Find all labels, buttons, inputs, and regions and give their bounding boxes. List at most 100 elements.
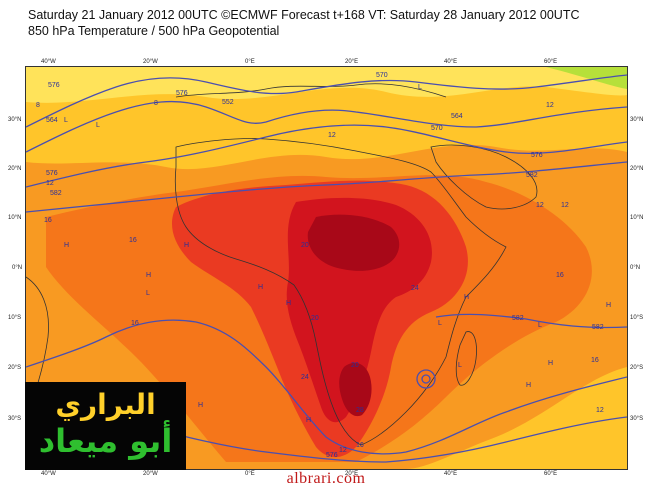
- temp-label: 16: [129, 237, 137, 244]
- pressure-mark: H: [606, 302, 611, 309]
- lon-bottom-label: 0°E: [245, 471, 255, 477]
- contour-label: 582: [50, 190, 62, 197]
- title-line-2: 850 hPa Temperature / 500 hPa Geopotenti…: [28, 24, 280, 38]
- low-center-marker-inner: [421, 374, 431, 384]
- temp-label: 16: [131, 320, 139, 327]
- lon-top-label: 40°W: [41, 59, 56, 65]
- pressure-mark: H: [526, 382, 531, 389]
- lon-top-label: 20°E: [345, 59, 359, 65]
- contour-label: 576: [326, 452, 338, 459]
- contour-line: [26, 319, 627, 455]
- pressure-mark: H: [464, 294, 469, 301]
- temp-labels: 8 12 12 16 16 12 20 24 20 24 28 20 16 16…: [36, 100, 604, 454]
- lon-top-label: 20°W: [143, 59, 158, 65]
- logo-text-bottom: أبو ميعاد: [38, 422, 173, 460]
- pressure-mark: H: [306, 417, 311, 424]
- contour-label: 582: [526, 172, 538, 179]
- lat-left-label: 20°N: [8, 166, 22, 172]
- pressure-mark: H: [184, 242, 189, 249]
- pressure-mark: H: [548, 360, 553, 367]
- pressure-mark: H: [146, 272, 151, 279]
- pressure-mark: L: [438, 320, 442, 327]
- lon-top-label: 0°E: [245, 59, 255, 65]
- temp-label: 20: [301, 242, 309, 249]
- lon-top-label: 40°E: [444, 59, 458, 65]
- lat-right-label: 30°N: [630, 117, 644, 123]
- temp-label: 12: [596, 407, 604, 414]
- temp-label: 12: [561, 202, 569, 209]
- contour-line: [26, 100, 627, 153]
- temp-label: 12: [46, 180, 54, 187]
- pressure-mark: L: [146, 290, 150, 297]
- contour-line: [26, 161, 627, 213]
- temp-label: 24: [411, 285, 419, 292]
- pressure-mark: L: [64, 117, 68, 124]
- lat-left-label: 10°N: [8, 215, 22, 221]
- lat-right-label: 0°N: [630, 265, 641, 271]
- temp-band-darkred-south: [339, 362, 372, 417]
- watermark: albrari.com: [286, 470, 366, 487]
- lat-right-label: 10°S: [630, 315, 644, 321]
- temp-label: 12: [328, 132, 336, 139]
- coastline-africa: [174, 138, 507, 446]
- lat-left-label: 30°S: [8, 416, 22, 422]
- temp-label: 8: [154, 100, 158, 107]
- pressure-mark: H: [258, 284, 263, 291]
- contour-label: 570: [431, 125, 443, 132]
- logo-text-top: البراري: [55, 388, 156, 421]
- low-center-marker: [416, 369, 436, 389]
- contour-label: 576: [48, 82, 60, 89]
- contour-label: 582: [512, 315, 524, 322]
- temp-label: 16: [356, 442, 364, 449]
- coastline-arabia: [430, 144, 538, 210]
- lon-bottom-label: 20°W: [143, 471, 158, 477]
- contour-label: 576: [531, 152, 543, 159]
- lat-left-label: 30°N: [8, 117, 22, 123]
- contour-label: 564: [451, 113, 463, 120]
- lat-right-label: 10°N: [630, 215, 644, 221]
- pressure-mark: L: [96, 122, 100, 129]
- temp-label: 24: [301, 374, 309, 381]
- temp-label: 16: [556, 272, 564, 279]
- temp-label: 12: [339, 447, 347, 454]
- temp-label: 16: [591, 357, 599, 364]
- lon-bottom-label: 40°W: [41, 471, 56, 477]
- lat-left-label: 20°S: [8, 365, 22, 371]
- coastline-europe: [175, 83, 447, 98]
- temp-band-green: [546, 67, 627, 89]
- lat-right-label: 20°N: [630, 166, 644, 172]
- contour-label: 564: [46, 117, 58, 124]
- pressure-mark: L: [418, 84, 422, 91]
- temp-label: 20: [311, 315, 319, 322]
- pressure-mark: H: [198, 402, 203, 409]
- contour-labels: 576 564 552 576 570 564 576 582 582 576 …: [46, 72, 604, 459]
- pressure-mark: H: [64, 242, 69, 249]
- lon-bottom-label: 40°E: [444, 471, 458, 477]
- lon-top-label: 60°E: [544, 59, 558, 65]
- contour-line: [26, 74, 627, 128]
- pressure-mark: H: [286, 300, 291, 307]
- lon-bottom-label: 20°E: [345, 471, 359, 477]
- contour-label: 576: [46, 170, 58, 177]
- lat-left-label: 10°S: [8, 315, 22, 321]
- pressure-mark: L: [458, 362, 462, 369]
- temp-label: 12: [536, 202, 544, 209]
- title-line-1: Saturday 21 January 2012 00UTC ©ECMWF Fo…: [28, 8, 580, 22]
- contour-line: [26, 124, 627, 188]
- contour-label: 582: [592, 324, 604, 331]
- temp-label: 8: [36, 102, 40, 109]
- temp-label: 16: [44, 217, 52, 224]
- temp-label: 12: [546, 102, 554, 109]
- contour-label: 570: [376, 72, 388, 79]
- contour-line: [435, 313, 627, 329]
- pressure-mark: L: [538, 322, 542, 329]
- temp-label: 20: [351, 362, 359, 369]
- lat-right-label: 30°S: [630, 416, 644, 422]
- coastline-madagascar: [455, 331, 477, 386]
- pressure-marks: L H H H L H H L H L H L H H H L H L: [64, 84, 611, 424]
- temp-label: 28: [356, 407, 364, 414]
- contour-label: 576: [176, 90, 188, 97]
- lat-left-label: 0°N: [12, 265, 23, 271]
- site-logo: البراري أبو ميعاد: [25, 382, 186, 470]
- lon-bottom-label: 60°E: [544, 471, 558, 477]
